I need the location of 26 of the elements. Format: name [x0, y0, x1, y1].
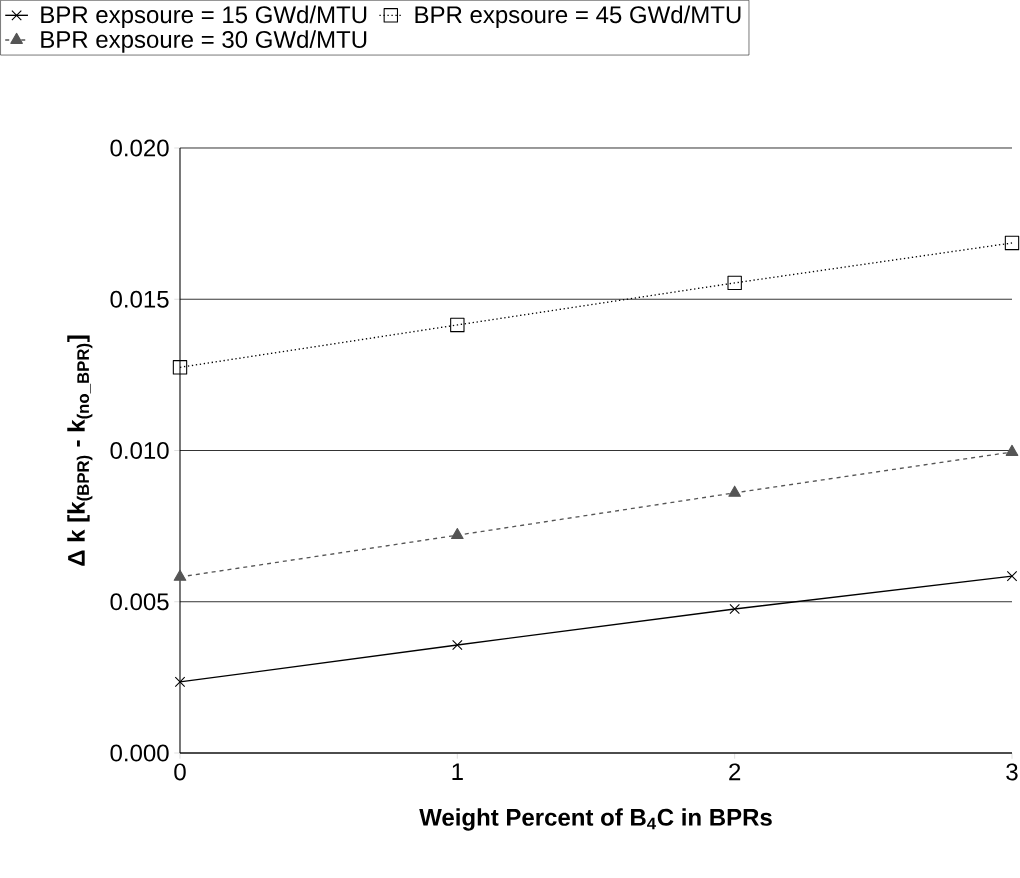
y-tick-label: 0.015 [110, 290, 169, 308]
point [450, 317, 465, 333]
point [451, 527, 464, 540]
point [174, 676, 186, 688]
x-tick-label: 1 [452, 763, 463, 780]
y-tick-label: 0.000 [110, 744, 169, 762]
y-tick-label: 0.005 [110, 593, 169, 611]
y-tick-label: 0.020 [110, 139, 169, 157]
point [173, 569, 187, 581]
x-tick-label: 0 [174, 763, 186, 781]
y-tick-label: 0.010 [110, 441, 169, 459]
point [172, 360, 188, 375]
legend-label: BPR expsoure = 15 GWd/MTU [41, 5, 367, 28]
point [1006, 570, 1018, 582]
x-tick-label: 2 [729, 763, 741, 781]
point [727, 275, 742, 291]
point [1004, 235, 1020, 251]
legend-label: BPR expsoure = 45 GWd/MTU [415, 5, 741, 28]
point [452, 639, 463, 651]
point [1005, 444, 1019, 456]
legend-label: BPR expsoure = 30 GWd/MTU [41, 30, 367, 53]
point [728, 485, 741, 497]
x-tick-label: 3 [1006, 763, 1018, 781]
text: Weight Percent of B$_{4}$C in BPRs [419, 808, 772, 831]
point [729, 603, 740, 615]
text: Δ k [k$_{(BPR)}$ - k$_{(no_BPR)}$] [67, 335, 93, 566]
